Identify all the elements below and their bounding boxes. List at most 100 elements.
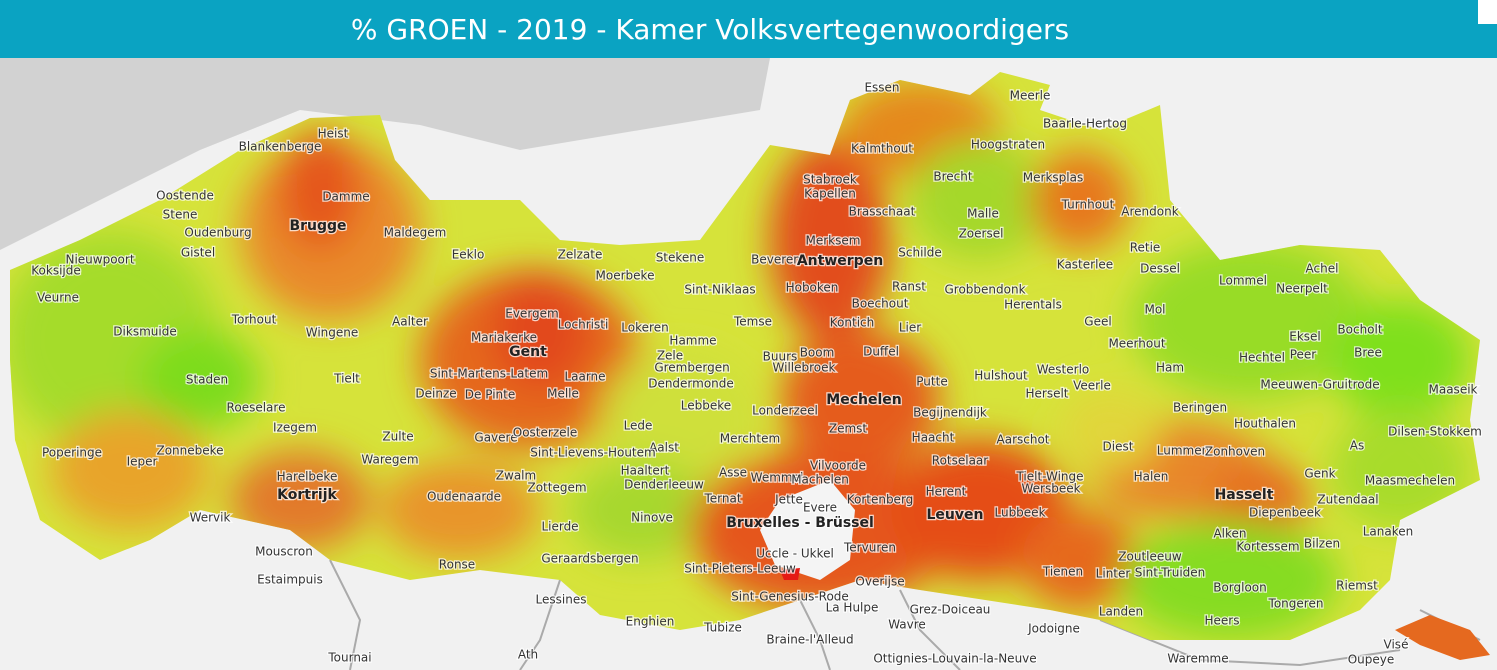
place-label: Achel [1306,262,1339,276]
place-label: Oudenburg [184,226,251,240]
title-bar [0,0,1478,58]
place-label: Kortenberg [847,493,914,507]
place-label: Jette [774,493,803,507]
place-label: Zwalm [496,469,536,483]
place-label: Brasschaat [849,205,916,219]
place-label: Merksem [806,234,861,248]
place-label: Evergem [505,307,558,321]
place-label: Gent [509,344,547,360]
place-label: Dendermonde [648,377,734,391]
place-label: Hoogstraten [971,138,1045,152]
place-label: Stekene [656,251,705,265]
place-label: Estaimpuis [257,573,323,587]
place-label: Sint-Martens-Latem [430,367,548,381]
place-label: Halen [1134,470,1169,484]
place-label: Oupeye [1348,653,1395,667]
place-label: Damme [322,190,369,204]
place-label: Ottignies-Louvain-la-Neuve [873,652,1036,666]
place-label: Stene [163,208,198,222]
place-label: Lierde [541,520,578,534]
place-label: Diest [1103,440,1134,454]
place-label: Sint-Lievens-Houtem [530,446,655,460]
place-label: Mouscron [255,545,313,559]
place-label: Kapellen [804,187,856,201]
place-label: Roeselare [227,401,286,415]
place-label: Diepenbeek [1249,506,1321,520]
place-label: Zonnebeke [156,444,223,458]
place-label: Sint-Pieters-Leeuw [684,562,796,576]
place-label: Ham [1156,361,1184,375]
place-label: Aarschot [997,433,1050,447]
place-label: Tongeren [1268,597,1324,611]
place-label: Grembergen [654,361,729,375]
place-label: Gistel [181,246,215,260]
place-label: Meeuwen-Gruitrode [1260,378,1379,392]
place-label: Denderleeuw [624,478,704,492]
place-label: Schilde [898,246,942,260]
place-label: Melle [547,387,579,401]
place-label: Torhout [231,313,277,327]
place-label: Lebbeke [681,399,731,413]
place-label: Riemst [1336,579,1378,593]
place-label: Moerbeke [596,269,655,283]
place-label: Brugge [289,218,346,234]
place-label: Antwerpen [797,253,883,269]
place-label: Zele [657,349,683,363]
place-label: Kontich [830,316,874,330]
place-label: Lier [899,321,921,335]
place-label: Westerlo [1037,363,1090,377]
place-label: Heers [1205,614,1240,628]
place-label: Wingene [306,326,359,340]
place-label: Meerhout [1108,337,1165,351]
place-label: Baarle-Hertog [1043,117,1127,131]
place-label: Begijnendijk [913,406,987,420]
place-label: Alken [1213,527,1246,541]
corner [1478,0,1497,24]
place-label: Herentals [1004,298,1062,312]
place-label: Tienen [1042,565,1083,579]
place-label: Bree [1354,346,1382,360]
place-label: Tournai [327,651,371,665]
place-label: Geel [1084,315,1111,329]
place-label: Lochristi [558,318,609,332]
place-label: Borgloon [1213,581,1267,595]
place-label: Zottegem [527,481,586,495]
place-label: Peer [1290,348,1317,362]
place-label: Lanaken [1363,525,1414,539]
map-title: % GROEN - 2019 - Kamer Volksvertegenwoor… [350,13,1070,46]
place-label: Malle [967,207,999,221]
place-label: Ninove [631,511,673,525]
place-label: Hoboken [786,281,839,295]
sea [0,58,770,250]
place-label: Oudenaarde [427,490,501,504]
place-label: Zoersel [959,227,1004,241]
place-label: Veurne [37,291,79,305]
place-label: Lede [624,419,653,433]
place-label: Sint-Genesius-Rode [731,590,849,604]
place-label: Aalter [392,315,428,329]
place-label: De Pinte [465,388,515,402]
place-label: Beringen [1173,401,1227,415]
place-label: Meerle [1010,89,1051,103]
place-label: Bocholt [1337,323,1382,337]
place-label: Arendonk [1121,205,1178,219]
place-label: Retie [1130,241,1161,255]
place-label: Haaltert [621,464,670,478]
place-label: Eeklo [452,248,485,262]
place-label: Lummen [1157,444,1209,458]
place-label: Tielt [333,372,360,386]
place-label: Blankenberge [239,140,322,154]
place-label: Staden [186,373,228,387]
place-label: Veerle [1073,379,1111,393]
place-label: Aalst [649,441,679,455]
place-label: Houthalen [1234,417,1296,431]
place-label: Zemst [829,422,868,436]
place-label: Lommel [1219,274,1267,288]
place-label: Rotselaar [932,454,989,468]
place-label: Harelbeke [277,470,338,484]
place-label: Gavere [474,431,517,445]
place-label: Oostende [156,189,214,203]
place-label: Stabroek [803,173,857,187]
corner [1478,24,1497,58]
place-label: Ternat [703,492,741,506]
